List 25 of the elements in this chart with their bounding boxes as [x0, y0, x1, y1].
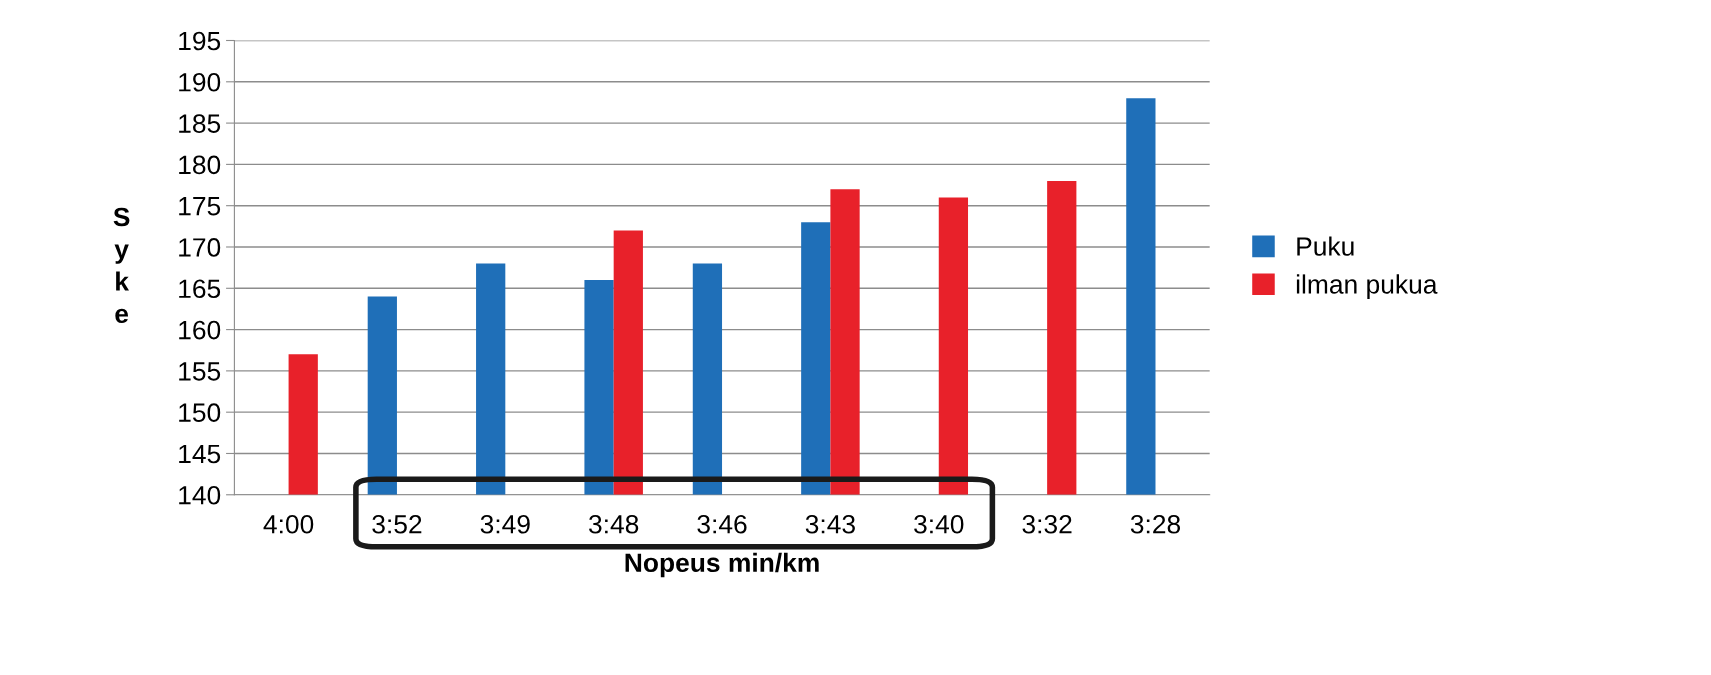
x-tick-label: 3:40	[914, 514, 964, 534]
y-tick-label: 150	[179, 403, 221, 422]
y-tick-label: 165	[179, 279, 221, 299]
x-tick-label: 3:28	[1130, 514, 1181, 534]
x-tick-label: 3:49	[480, 514, 530, 534]
y-tick-label: 195	[179, 31, 221, 51]
x-tick-label: 3:32	[1022, 514, 1072, 534]
x-tick-label: 4:00	[263, 514, 314, 534]
y-tick-label: 190	[179, 72, 221, 92]
y-tick-label: 175	[179, 197, 221, 216]
y-tick-label: 155	[179, 362, 221, 381]
y-axis-title: Syke	[113, 207, 130, 324]
x-tick-label: 3:43	[805, 514, 855, 534]
y-tick-label: 185	[179, 114, 221, 133]
legend-label: ilman pukua	[1296, 274, 1438, 299]
y-tick-label: 180	[179, 155, 221, 175]
x-tick-label: 3:52	[372, 514, 422, 534]
y-tick-label: 170	[179, 238, 221, 257]
y-tick-label: 160	[179, 320, 221, 340]
legend-label: Puku	[1297, 236, 1354, 256]
x-tick-label: 3:46	[697, 514, 747, 534]
y-tick-label: 140	[179, 485, 221, 505]
x-tick-label: 3:48	[589, 514, 639, 534]
x-axis-title: Nopeus min/km	[625, 552, 819, 578]
y-tick-label: 145	[179, 444, 221, 464]
